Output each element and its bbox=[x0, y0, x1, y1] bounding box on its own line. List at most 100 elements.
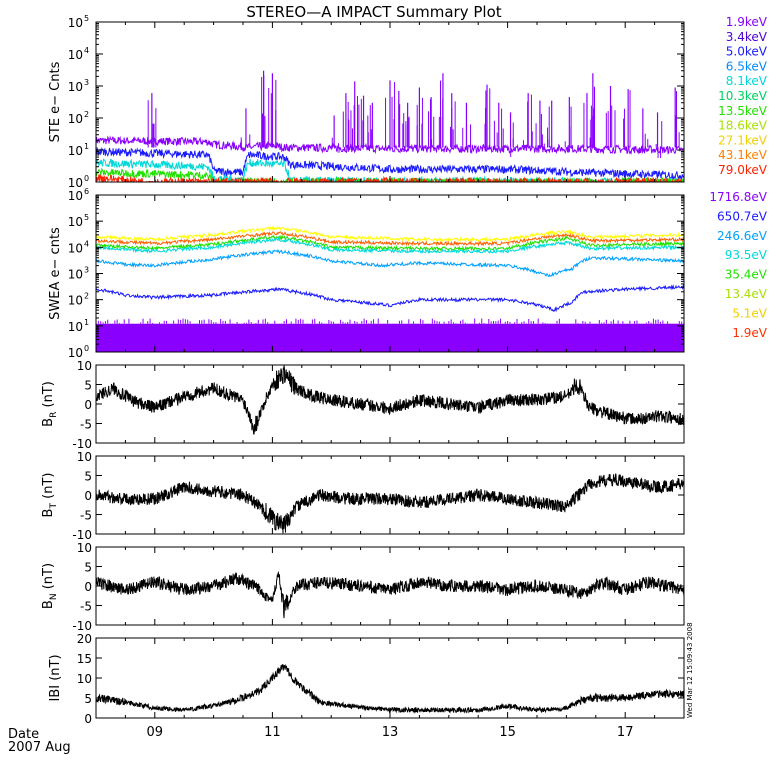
y-axis-label: SWEA e− cnts bbox=[48, 227, 63, 320]
legend-entry: 10.3keV bbox=[718, 89, 768, 103]
y-axis-label-part: T bbox=[49, 503, 59, 510]
panel-data-bn bbox=[96, 571, 684, 619]
y-tick-exponent: 4 bbox=[84, 46, 89, 55]
y-tick-label: 10 bbox=[68, 80, 83, 94]
y-axis-label-part: B bbox=[41, 509, 56, 518]
panel-data-ste bbox=[96, 70, 684, 182]
swea-series-4 bbox=[96, 248, 684, 278]
ste-series-1 bbox=[96, 146, 684, 181]
panel-data-swea bbox=[96, 225, 684, 352]
y-axis-label-part: (nT) bbox=[41, 473, 56, 503]
y-axis-label: BT (nT) bbox=[41, 473, 59, 518]
swea-series-2 bbox=[96, 234, 684, 252]
panel-bn: -10 -5 0 5 10 BN (nT) bbox=[41, 541, 685, 633]
ste-series-0 bbox=[96, 135, 684, 155]
y-tick-label: 10 bbox=[68, 215, 83, 229]
legend-entry: 93.5eV bbox=[725, 248, 768, 262]
date-label: Date bbox=[8, 727, 39, 742]
x-tick-label: 09 bbox=[147, 725, 164, 740]
y-tick-exponent: 0 bbox=[84, 344, 89, 353]
y-tick-exponent: 6 bbox=[84, 187, 89, 196]
y-axis-label-part: (nT) bbox=[41, 381, 56, 411]
y-tick-exponent: 5 bbox=[84, 213, 89, 222]
y-tick-label: 10 bbox=[68, 346, 83, 360]
swea-series-0 bbox=[96, 225, 684, 243]
y-tick-exponent: 2 bbox=[84, 110, 89, 119]
y-tick-label: -5 bbox=[80, 418, 92, 432]
field-series-bmag bbox=[96, 663, 684, 714]
x-tick-label: 11 bbox=[264, 725, 281, 740]
y-tick-label: 10 bbox=[68, 112, 83, 126]
y-axis-label: STE e− Cnts bbox=[48, 61, 63, 142]
legend-entry: 43.1keV bbox=[718, 148, 768, 162]
y-axis-label-part: B bbox=[41, 600, 56, 609]
plot-title: STEREO—A IMPACT Summary Plot bbox=[246, 3, 501, 21]
y-tick-label: -10 bbox=[72, 619, 92, 633]
y-tick-label: 15 bbox=[77, 652, 92, 666]
y-tick-label: 10 bbox=[68, 189, 83, 203]
y-axis-label-part: N bbox=[49, 593, 59, 600]
panel-bmag: 0 5 10 15 20 IBI (nT) 09 11 13 15 17 bbox=[48, 632, 685, 740]
legend-entry: 6.5keV bbox=[726, 59, 768, 73]
y-tick-label: 0 bbox=[84, 580, 92, 594]
y-tick-exponent: 3 bbox=[84, 266, 89, 275]
panel-data-br bbox=[96, 365, 684, 435]
y-tick-label: -10 bbox=[72, 528, 92, 542]
legend-entry: 1.9eV bbox=[732, 326, 767, 340]
y-axis-label: IBI (nT) bbox=[48, 654, 63, 701]
y-tick-label: 5 bbox=[84, 561, 92, 575]
legend-entry: 8.1keV bbox=[726, 74, 768, 88]
y-tick-exponent: 5 bbox=[84, 14, 89, 23]
x-tick-label: 17 bbox=[617, 725, 634, 740]
y-tick-label: 10 bbox=[77, 450, 92, 464]
swea-series-3 bbox=[96, 236, 684, 255]
legend-entry: 18.6keV bbox=[718, 119, 768, 133]
y-tick-label: 10 bbox=[68, 241, 83, 255]
y-tick-label: 0 bbox=[84, 489, 92, 503]
y-axis-label-part: B bbox=[41, 418, 56, 427]
y-tick-exponent: 4 bbox=[84, 239, 89, 248]
y-tick-exponent: 0 bbox=[84, 174, 89, 183]
panel-data-bt bbox=[96, 473, 684, 534]
y-axis-label-part: R bbox=[49, 412, 59, 418]
y-tick-label: 10 bbox=[77, 672, 92, 686]
y-tick-label: 0 bbox=[84, 398, 92, 412]
y-tick-label: 10 bbox=[68, 144, 83, 158]
legend-entry: 13.5keV bbox=[718, 104, 768, 118]
legend-entry: 35.4eV bbox=[725, 268, 768, 282]
legend-entry: 246.6eV bbox=[717, 229, 768, 243]
field-series-bt bbox=[96, 473, 684, 534]
y-tick-exponent: 3 bbox=[84, 78, 89, 87]
legend-entry: 1716.8eV bbox=[709, 190, 767, 204]
legend-entry: 650.7eV bbox=[717, 209, 768, 223]
swea-series-1 bbox=[96, 231, 684, 247]
legend-entry: 3.4keV bbox=[726, 30, 768, 44]
date-value: 2007 Aug bbox=[8, 740, 71, 755]
y-tick-label: 10 bbox=[68, 320, 83, 334]
y-tick-label: 10 bbox=[68, 294, 83, 308]
legend-entry: 5.1eV bbox=[732, 306, 767, 320]
y-tick-exponent: 1 bbox=[84, 142, 89, 151]
legend-entry: 79.0keV bbox=[718, 163, 768, 177]
legend-entry: 5.0keV bbox=[726, 45, 768, 59]
y-axis-label: BR (nT) bbox=[41, 381, 59, 427]
panel-br: -10 -5 0 5 10 BR (nT) bbox=[41, 359, 685, 451]
y-axis-label-part: (nT) bbox=[41, 563, 56, 593]
y-axis-label: BN (nT) bbox=[41, 563, 59, 609]
y-tick-label: 5 bbox=[84, 470, 92, 484]
y-tick-label: 10 bbox=[68, 176, 83, 190]
x-tick-label: 13 bbox=[382, 725, 399, 740]
y-tick-label: 10 bbox=[68, 268, 83, 282]
y-tick-label: 10 bbox=[68, 48, 83, 62]
field-series-br bbox=[96, 365, 684, 435]
y-tick-label: 0 bbox=[84, 712, 92, 726]
legend-entry: 13.4eV bbox=[725, 287, 768, 301]
y-tick-label: 10 bbox=[77, 359, 92, 373]
panel-data-bmag bbox=[96, 663, 684, 714]
y-tick-label: 5 bbox=[84, 379, 92, 393]
y-tick-label: 10 bbox=[68, 16, 83, 30]
